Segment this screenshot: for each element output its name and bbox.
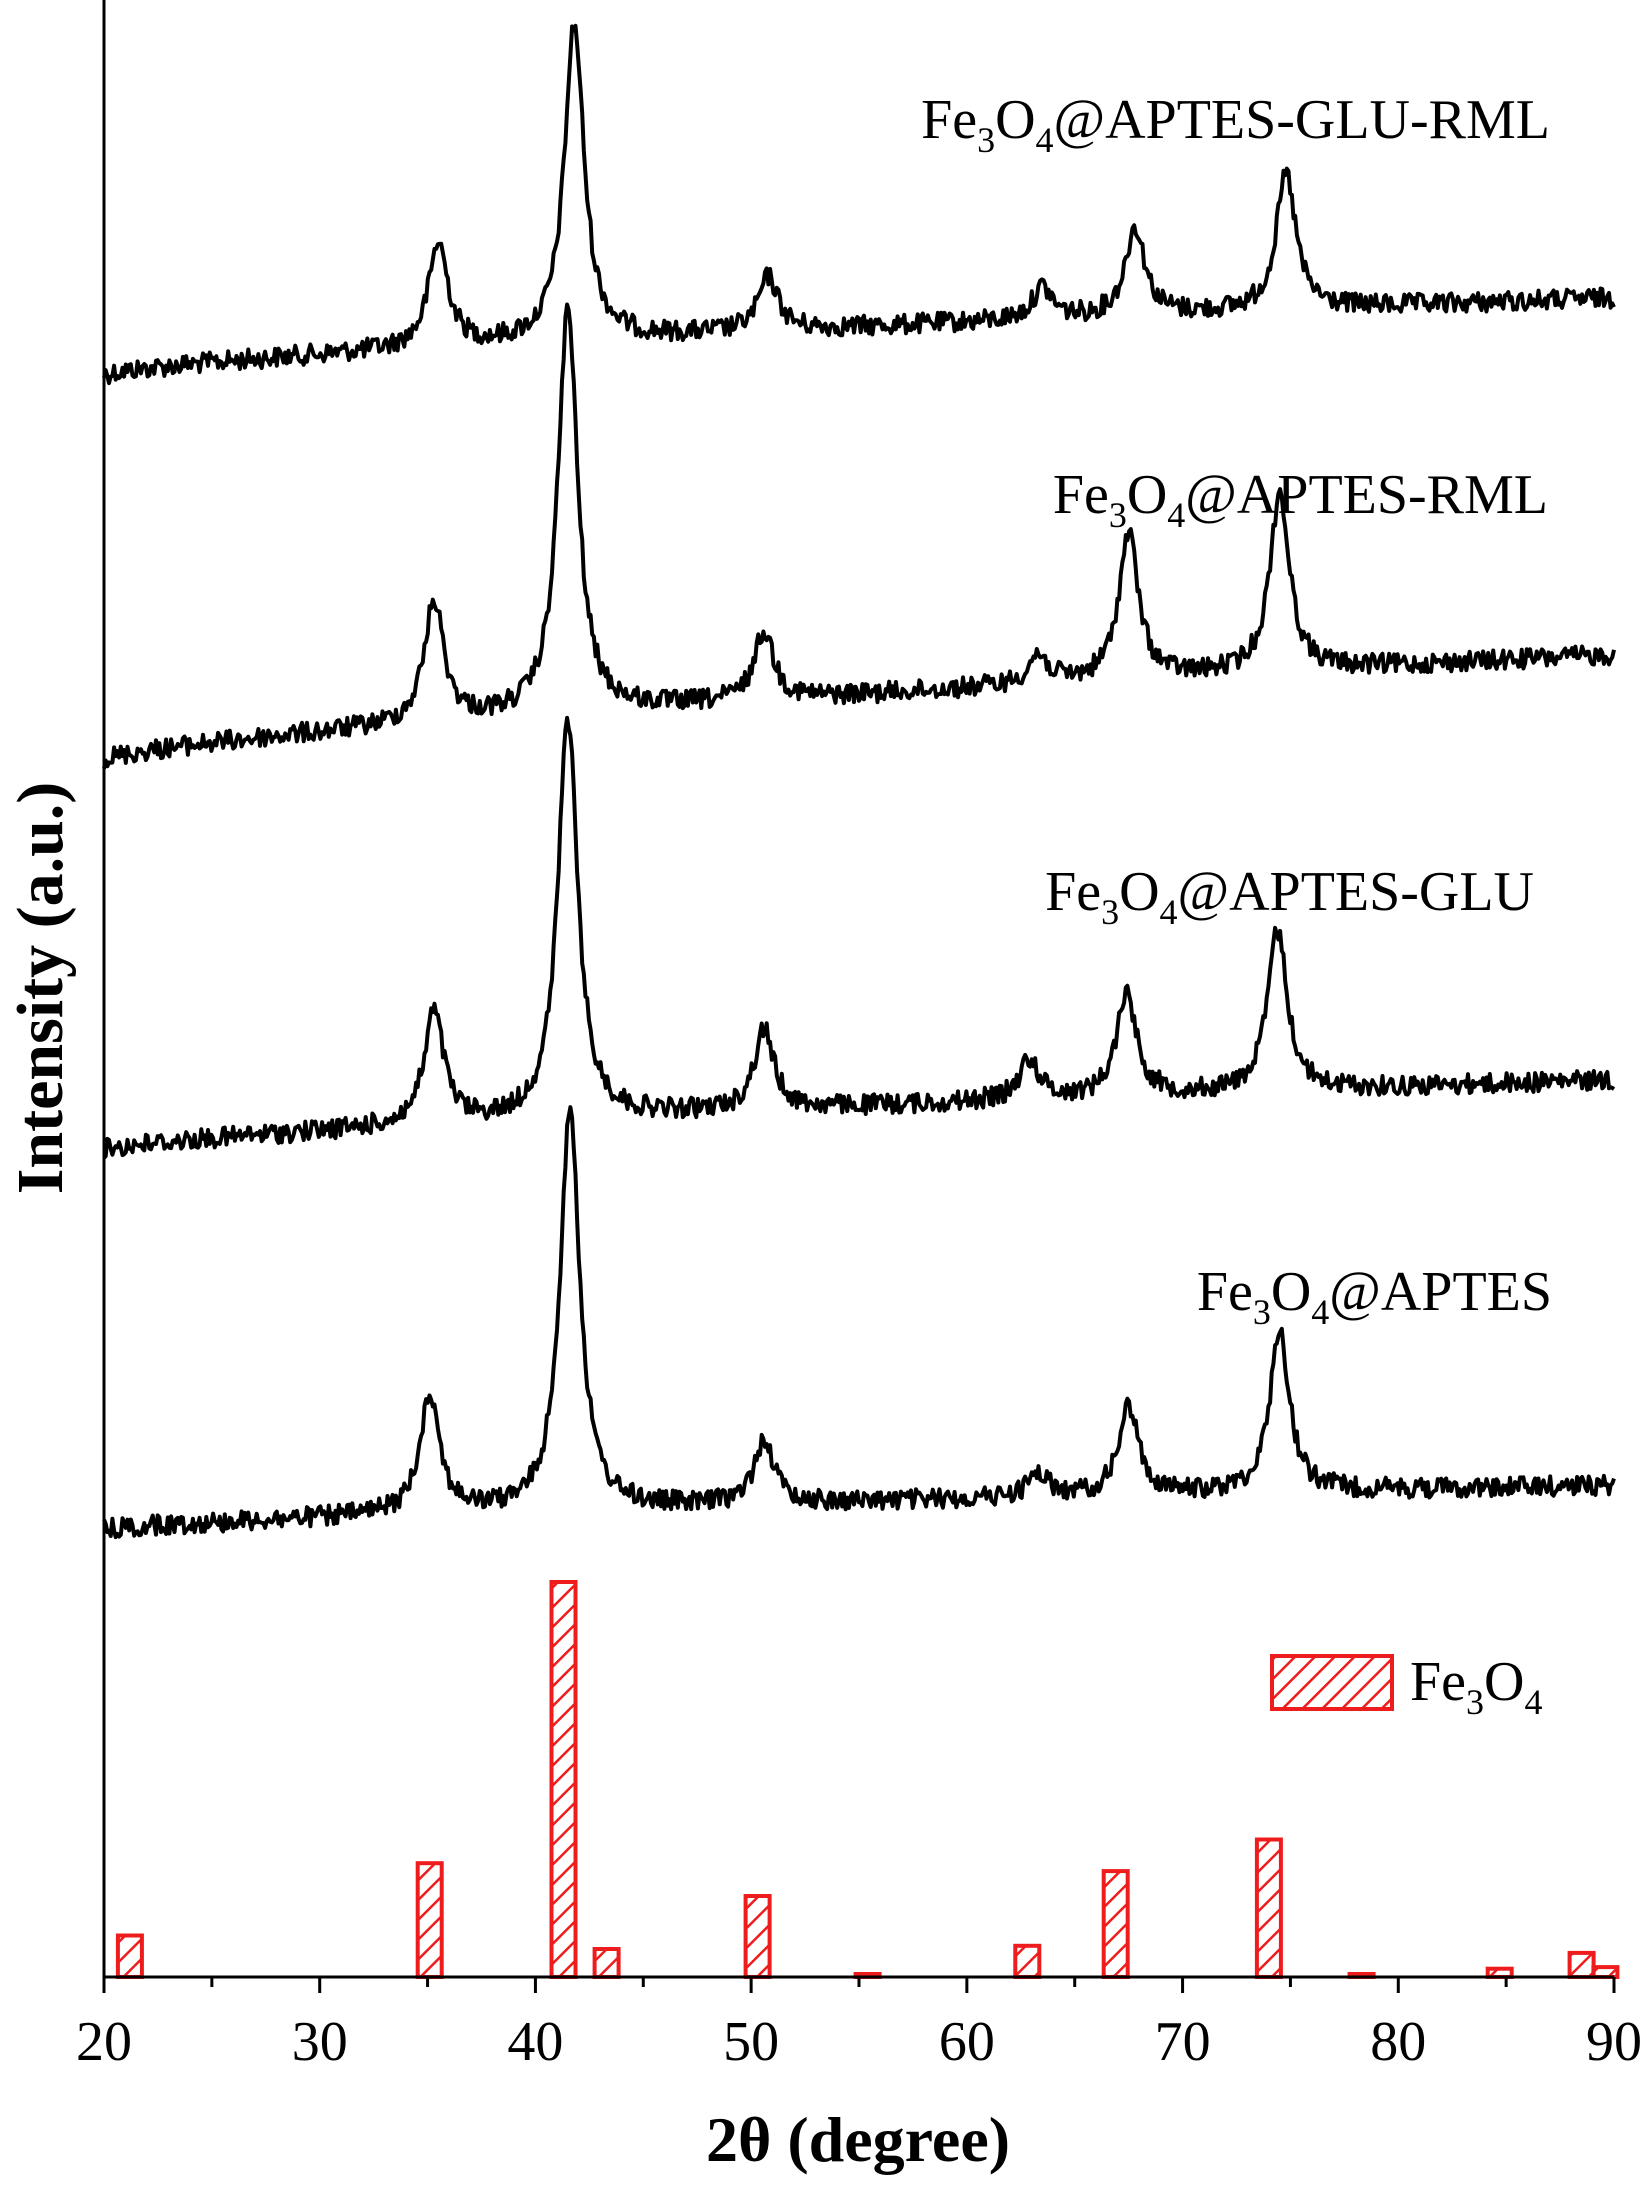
- x-tick-label: 20: [76, 2011, 132, 2073]
- x-tick-label: 30: [292, 2011, 348, 2073]
- reference-bar: [1567, 1950, 1596, 1980]
- xrd-trace-3: [102, 715, 1616, 1160]
- legend-label: Fe3O4: [1410, 1651, 1542, 1722]
- reference-bar: [115, 1933, 144, 1979]
- legend: Fe3O4: [1270, 1651, 1542, 1722]
- y-axis-title: Intensity (a.u.): [4, 782, 77, 1195]
- legend-swatch: [1270, 1654, 1394, 1711]
- reference-bar: [592, 1947, 621, 1979]
- x-tick-label: 40: [507, 2011, 563, 2073]
- xrd-trace-4: [102, 1105, 1616, 1540]
- series-label-3: Fe3O4@APTES-GLU: [1045, 861, 1534, 932]
- xrd-trace-2: [102, 302, 1616, 770]
- reference-bar: [549, 1580, 578, 1979]
- x-axis-title: 2θ (degree): [706, 2104, 1010, 2175]
- x-tick-label: 70: [1155, 2011, 1211, 2073]
- x-tick-label: 90: [1586, 2011, 1642, 2073]
- x-tick-label: 60: [939, 2011, 995, 2073]
- reference-bar: [1101, 1869, 1130, 1979]
- x-tick-label: 80: [1370, 2011, 1426, 2073]
- reference-bars: [115, 1580, 1620, 1980]
- xrd-trace-1: [102, 23, 1616, 386]
- reference-bar: [415, 1861, 444, 1979]
- series-label-4: Fe3O4@APTES: [1197, 1261, 1552, 1332]
- x-tick-label: 50: [723, 2011, 779, 2073]
- traces-layer: [102, 23, 1616, 1540]
- series-label-2: Fe3O4@APTES-RML: [1053, 464, 1548, 535]
- x-ticks: 20 30 40 50 60 70 80 90: [76, 1977, 1642, 2073]
- series-label-1: Fe3O4@APTES-GLU-RML: [921, 89, 1550, 160]
- reference-bar: [743, 1894, 772, 1979]
- reference-bar: [1254, 1837, 1283, 1979]
- reference-bar: [1013, 1943, 1042, 1980]
